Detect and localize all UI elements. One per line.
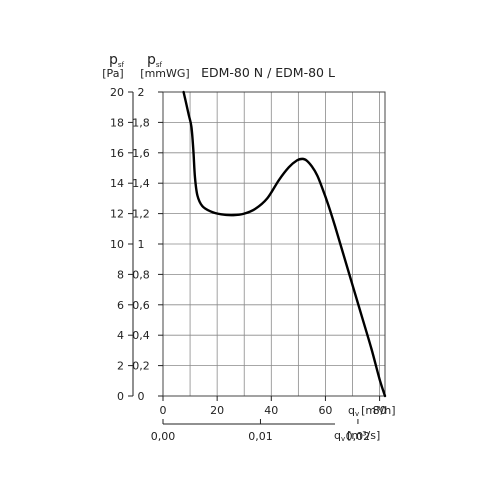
x-primary-tick-label: 60 <box>318 404 332 417</box>
x-primary-tick-label: 20 <box>210 404 224 417</box>
y-secondary-tick-label: 1 <box>138 238 145 251</box>
axes <box>128 91 386 425</box>
x-secondary-label-sub: v <box>341 435 345 443</box>
y-primary-label-main: p <box>109 52 118 68</box>
y-primary-tick-label: 8 <box>117 268 124 281</box>
x-primary-tick-label: 80 <box>373 404 387 417</box>
y-primary-tick-label: 2 <box>117 360 124 373</box>
x-secondary-label-main: q <box>334 429 341 442</box>
grid <box>163 91 385 397</box>
y-primary-tick-label: 20 <box>110 86 124 99</box>
y-secondary-tick-label: 1,6 <box>132 147 150 160</box>
y-secondary-tick-label: 0,8 <box>132 268 150 281</box>
x-primary-label: qv [m³/h] <box>348 404 396 418</box>
labels: EDM-80 N / EDM-80 L psf [Pa] psf [mmWG] … <box>102 52 395 443</box>
x-secondary-label: qv [m³/s] <box>334 429 380 443</box>
y-secondary-unit: [mmWG] <box>140 67 189 80</box>
y-secondary-label-sub: sf <box>156 61 163 69</box>
y-primary-tick-label: 16 <box>110 147 124 160</box>
x-primary-label-sub: v <box>355 410 359 418</box>
y-secondary-tick-label: 0,4 <box>132 329 150 342</box>
y-primary-label-sub: sf <box>118 61 125 69</box>
y-secondary-tick-label: 0,2 <box>132 360 150 373</box>
y-secondary-label: psf <box>147 52 163 69</box>
y-secondary-tick-label: 1,2 <box>132 208 150 221</box>
y-secondary-tick-label: 1,8 <box>132 116 150 129</box>
x-secondary-tick-label: 0,02 <box>346 430 371 443</box>
y-primary-tick-label: 18 <box>110 116 124 129</box>
y-secondary-label-main: p <box>147 52 156 68</box>
y-secondary-tick-label: 0,6 <box>132 299 150 312</box>
y-primary-tick-label: 6 <box>117 299 124 312</box>
y-primary-unit: [Pa] <box>102 67 123 80</box>
x-primary-tick-label: 40 <box>264 404 278 417</box>
series <box>182 90 387 398</box>
fan-curve-line <box>182 90 387 398</box>
y-secondary-tick-label: 1,4 <box>132 177 150 190</box>
y-primary-label: psf <box>109 52 125 69</box>
x-primary-label-main: q <box>348 404 355 417</box>
x-primary-unit: [m³/h] <box>361 404 395 417</box>
x-primary-tick-label: 0 <box>160 404 167 417</box>
y-primary-tick-label: 0 <box>117 390 124 403</box>
chart-title: EDM-80 N / EDM-80 L <box>201 65 335 80</box>
y-primary-tick-label: 4 <box>117 329 124 342</box>
y-secondary-tick-label: 0 <box>138 390 145 403</box>
y-primary-tick-label: 14 <box>110 177 124 190</box>
x-secondary-tick-label: 0,01 <box>248 430 273 443</box>
x-secondary-unit: [m³/s] <box>347 429 380 442</box>
x-secondary-tick-label: 0,00 <box>151 430 176 443</box>
y-primary-tick-label: 12 <box>110 208 124 221</box>
y-primary-tick-label: 10 <box>110 238 124 251</box>
y-secondary-tick-label: 2 <box>138 86 145 99</box>
